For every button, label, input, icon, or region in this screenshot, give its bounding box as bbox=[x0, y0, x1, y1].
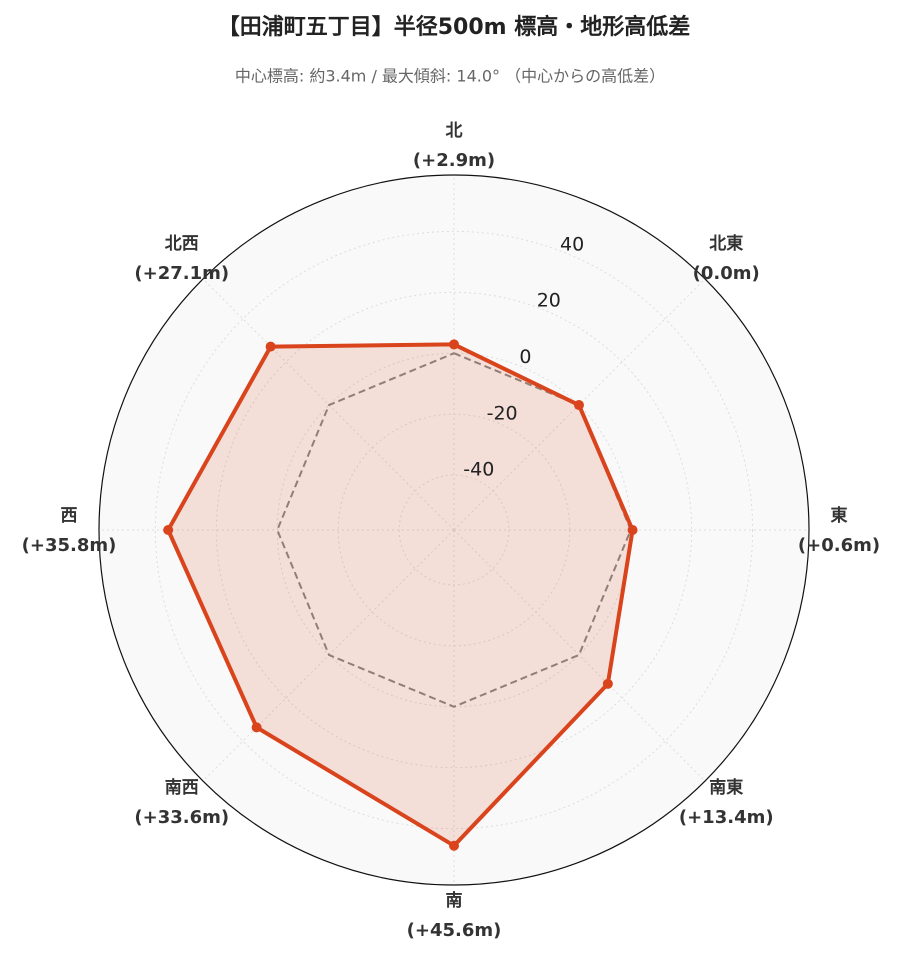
value-label: (+0.6m) bbox=[798, 535, 880, 556]
data-point bbox=[449, 339, 459, 350]
r-tick-label: 20 bbox=[537, 290, 561, 312]
value-label: (+45.6m) bbox=[407, 920, 502, 941]
grid-circle bbox=[215, 291, 693, 769]
grid-spoke bbox=[202, 278, 455, 531]
r-tick-label: -40 bbox=[463, 459, 494, 481]
r-tick-label: -20 bbox=[487, 402, 518, 424]
r-tick-label: 0 bbox=[519, 346, 531, 368]
grid-spoke bbox=[453, 529, 706, 782]
data-point bbox=[627, 525, 638, 535]
category-label: 南 bbox=[446, 890, 463, 911]
value-label: (0.0m) bbox=[693, 263, 760, 284]
category-label: 東 bbox=[831, 505, 848, 526]
data-point bbox=[573, 400, 584, 411]
data-point bbox=[163, 525, 174, 535]
grid-spoke bbox=[453, 278, 706, 531]
plot: -40 -20 0 20 40 北 (+2.9m) 北東 (0.0m) 東 (+0.6m) 南東 (+1… bbox=[22, 121, 880, 941]
chart-title: 【田浦町五丁目】半径500m 標高・地形高低差 bbox=[218, 14, 691, 40]
data-point bbox=[449, 840, 459, 851]
data-point bbox=[602, 678, 613, 689]
category-label: 南東 bbox=[709, 777, 743, 798]
value-label: (+13.4m) bbox=[679, 807, 774, 828]
grid-circle bbox=[398, 474, 510, 586]
value-label: (+2.9m) bbox=[413, 150, 495, 171]
category-label: 南西 bbox=[165, 777, 199, 798]
category-label: 北東 bbox=[709, 233, 743, 254]
category-label: 北西 bbox=[165, 234, 199, 254]
data-point bbox=[265, 341, 276, 352]
value-label: (+27.1m) bbox=[134, 263, 229, 284]
grid-circle bbox=[154, 230, 754, 830]
value-label: (+35.8m) bbox=[22, 535, 117, 556]
plot-border bbox=[98, 174, 810, 886]
category-label: 北 bbox=[446, 121, 463, 141]
value-label: (+33.6m) bbox=[134, 807, 229, 828]
chart-subtitle: 中心標高: 約3.4m / 最大傾斜: 14.0° （中心からの高低差） bbox=[235, 67, 665, 86]
data-point bbox=[251, 722, 262, 733]
category-label: 西 bbox=[61, 506, 78, 526]
r-tick-label: 40 bbox=[560, 233, 584, 255]
grid-spoke bbox=[202, 529, 455, 782]
